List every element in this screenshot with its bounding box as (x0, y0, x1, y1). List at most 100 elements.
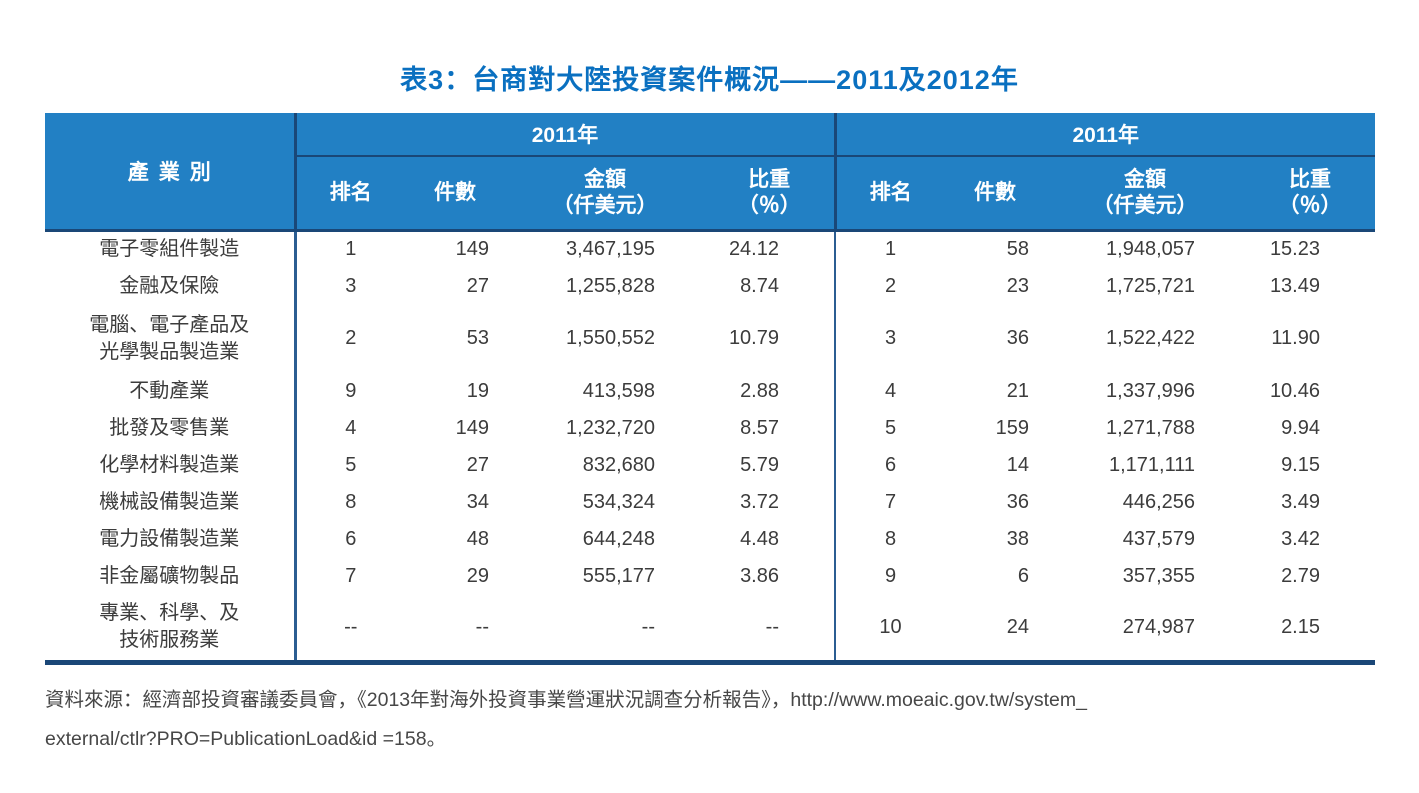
share-2012: 2.79 (1245, 557, 1375, 595)
rank-2011: 1 (295, 230, 405, 268)
table-row: 電力設備製造業 6 48 644,248 4.48 8 38 437,579 3… (45, 520, 1375, 558)
share-2011: 3.86 (705, 557, 836, 595)
count-2011: 27 (405, 446, 505, 484)
rank-2011: -- (295, 594, 405, 663)
rank-2011: 2 (295, 304, 405, 373)
amount-2011: 413,598 (505, 372, 705, 410)
industry-cell: 專業、科學、及 技術服務業 (45, 594, 297, 663)
share-2012: 10.46 (1245, 372, 1375, 410)
amount-2011: 1,255,828 (505, 267, 705, 305)
share-2012: 3.49 (1245, 483, 1375, 521)
industry-cell: 電力設備製造業 (45, 520, 297, 558)
count-header-1: 件數 (405, 156, 505, 231)
table-row: 機械設備製造業 8 34 534,324 3.72 7 36 446,256 3… (45, 483, 1375, 521)
industry-cell: 不動產業 (45, 372, 297, 410)
count-2011: 149 (405, 230, 505, 268)
share-header-1: 比重 （％） (705, 156, 837, 231)
share-2012: 15.23 (1245, 230, 1375, 268)
table-body: 電子零組件製造 1 149 3,467,195 24.12 1 58 1,948… (45, 230, 1375, 663)
rank-2011: 6 (295, 520, 405, 558)
table-row: 批發及零售業 4 149 1,232,720 8.57 5 159 1,271,… (45, 409, 1375, 447)
share-2012: 9.15 (1245, 446, 1375, 484)
rank-2012: 10 (835, 594, 945, 663)
amount-2012: 1,948,057 (1045, 230, 1245, 268)
amount-header-2: 金額 （仟美元） (1045, 156, 1245, 231)
rank-2012: 7 (835, 483, 945, 521)
count-2011: 48 (405, 520, 505, 558)
group-header-row: 產業別 2011年 2011年 (45, 113, 1375, 231)
amount-2012: 446,256 (1045, 483, 1245, 521)
industry-cell: 金融及保險 (45, 267, 297, 305)
share-2011: 8.74 (705, 267, 836, 305)
share-2012: 3.42 (1245, 520, 1375, 558)
source-line-1: 資料來源：經濟部投資審議委員會，《2013年對海外投資事業營運狀況調查分析報告》… (45, 689, 1087, 711)
industry-cell: 電腦、電子產品及 光學製品製造業 (45, 304, 297, 373)
share-2011: 5.79 (705, 446, 836, 484)
amount-2011: 644,248 (505, 520, 705, 558)
source-line-2: external/ctlr?PRO=PublicationLoad&id =15… (45, 728, 447, 750)
rank-2011: 7 (295, 557, 405, 595)
count-header-2: 件數 (945, 156, 1045, 231)
amount-2012: 357,355 (1045, 557, 1245, 595)
amount-2011: -- (505, 594, 705, 663)
share-2012: 11.90 (1245, 304, 1375, 373)
share-2012: 9.94 (1245, 409, 1375, 447)
amount-2012: 274,987 (1045, 594, 1245, 663)
industry-cell: 批發及零售業 (45, 409, 297, 447)
count-2012: 36 (945, 483, 1045, 521)
share-2011: -- (705, 594, 836, 663)
rank-header-2: 排名 (835, 156, 945, 231)
amount-2011: 1,232,720 (505, 409, 705, 447)
amount-2012: 1,337,996 (1045, 372, 1245, 410)
rank-2012: 2 (835, 267, 945, 305)
rank-2011: 8 (295, 483, 405, 521)
count-2011: 53 (405, 304, 505, 373)
share-2012: 13.49 (1245, 267, 1375, 305)
rank-2011: 9 (295, 372, 405, 410)
share-2012: 2.15 (1245, 594, 1375, 663)
amount-2012: 437,579 (1045, 520, 1245, 558)
table-header: 產業別 2011年 2011年 排名 件數 金額 （仟美元） 比重 （％） 排名… (45, 113, 1375, 231)
table-row: 化學材料製造業 5 27 832,680 5.79 6 14 1,171,111… (45, 446, 1375, 484)
count-2011: 27 (405, 267, 505, 305)
amount-2012: 1,522,422 (1045, 304, 1245, 373)
count-2011: 19 (405, 372, 505, 410)
count-2012: 24 (945, 594, 1045, 663)
amount-2011: 534,324 (505, 483, 705, 521)
rank-2011: 5 (295, 446, 405, 484)
table-row: 電腦、電子產品及 光學製品製造業 2 53 1,550,552 10.79 3 … (45, 304, 1375, 373)
table-row: 金融及保險 3 27 1,255,828 8.74 2 23 1,725,721… (45, 267, 1375, 305)
rank-2012: 4 (835, 372, 945, 410)
count-2011: 29 (405, 557, 505, 595)
amount-2011: 1,550,552 (505, 304, 705, 373)
rank-2011: 3 (295, 267, 405, 305)
amount-2012: 1,171,111 (1045, 446, 1245, 484)
industry-cell: 機械設備製造業 (45, 483, 297, 521)
share-2011: 24.12 (705, 230, 836, 268)
page-title: 表3：台商對大陸投資案件概況——2011及2012年 (400, 65, 1019, 95)
share-2011: 8.57 (705, 409, 836, 447)
amount-header-1: 金額 （仟美元） (505, 156, 705, 231)
year-group-header-2: 2011年 (835, 113, 1375, 157)
count-2011: 34 (405, 483, 505, 521)
rank-2012: 1 (835, 230, 945, 268)
share-2011: 10.79 (705, 304, 836, 373)
count-2012: 21 (945, 372, 1045, 410)
rank-2012: 5 (835, 409, 945, 447)
count-2012: 14 (945, 446, 1045, 484)
share-2011: 2.88 (705, 372, 836, 410)
table-row: 非金屬礦物製品 7 29 555,177 3.86 9 6 357,355 2.… (45, 557, 1375, 595)
rank-header-1: 排名 (295, 156, 405, 231)
amount-2012: 1,725,721 (1045, 267, 1245, 305)
count-2012: 6 (945, 557, 1045, 595)
investment-table: 產業別 2011年 2011年 排名 件數 金額 （仟美元） 比重 （％） 排名… (45, 113, 1375, 665)
table-row: 電子零組件製造 1 149 3,467,195 24.12 1 58 1,948… (45, 230, 1375, 268)
amount-2012: 1,271,788 (1045, 409, 1245, 447)
amount-2011: 555,177 (505, 557, 705, 595)
table-row: 專業、科學、及 技術服務業 -- -- -- -- 10 24 274,987 … (45, 594, 1375, 663)
rank-2012: 6 (835, 446, 945, 484)
count-2012: 36 (945, 304, 1045, 373)
industry-cell: 電子零組件製造 (45, 230, 297, 268)
page: 表3：台商對大陸投資案件概況——2011及2012年 產業別 2011年 201… (0, 58, 1419, 793)
share-2011: 3.72 (705, 483, 836, 521)
